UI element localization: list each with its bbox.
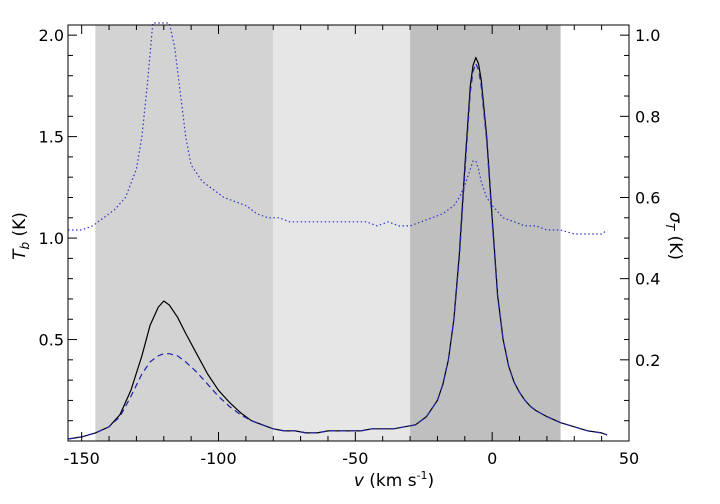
y-right-tick-label: 0.4 [635, 270, 660, 289]
y-right-tick-label: 0.2 [635, 351, 660, 370]
shaded-velocity-regions [95, 25, 561, 441]
series-solid-line [67, 56, 608, 440]
y-right-axis-ticks: 0.2 0.4 0.6 0.8 1.0 [620, 26, 660, 422]
y-left-tick-label: 1.5 [39, 128, 64, 147]
data-series [67, 22, 608, 440]
shaded-region-3 [410, 25, 561, 441]
y-right-axis-label: σT (K) [663, 212, 685, 260]
y-left-axis-label: Tb (K) [10, 212, 32, 260]
y-left-tick-label: 2.0 [39, 26, 64, 45]
x-tick-label: -50 [342, 449, 368, 468]
x-tick-label: 0 [487, 449, 497, 468]
y-left-axis-ticks: 0.5 1.0 1.5 2.0 [39, 26, 77, 422]
x-tick-label: -100 [200, 449, 236, 468]
shaded-region-2 [273, 25, 411, 441]
y-right-tick-label: 0.8 [635, 107, 660, 126]
x-tick-label: -150 [64, 449, 100, 468]
x-axis-label: v (km s-1) [354, 469, 434, 491]
y-left-tick-label: 0.5 [39, 331, 64, 350]
y-left-tick-label: 1.0 [39, 229, 64, 248]
series-dashed-line [67, 62, 608, 440]
x-axis-ticks: -150 -100 -50 0 50 [64, 25, 639, 468]
plot-frame [67, 24, 630, 442]
y-right-tick-label: 0.6 [635, 188, 660, 207]
x-tick-label: 50 [619, 449, 639, 468]
shaded-region-1 [95, 25, 274, 441]
y-right-tick-label: 1.0 [635, 26, 660, 45]
